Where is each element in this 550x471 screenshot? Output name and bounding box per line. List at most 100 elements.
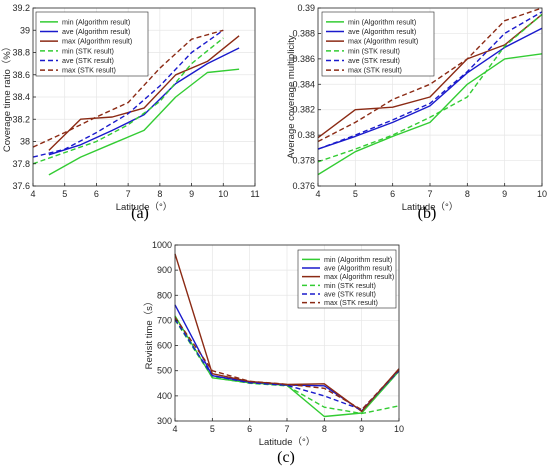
- chart-panel-2: 4 5 6 7 8 9 10 0.376 0.378 0.38 0.382 0.384 0.386 0.3…: [286, 3, 547, 222]
- series-line-3: [48, 35, 240, 151]
- legend-label: ave (Algorithm result): [348, 27, 416, 36]
- y-tick-label: 38.4: [12, 92, 30, 102]
- y-tick-label: 38: [20, 137, 30, 147]
- y-tick-label: 0.38: [297, 130, 315, 140]
- legend-label: min (STK result): [62, 46, 114, 55]
- series-line-4: [32, 37, 224, 165]
- series-group: [174, 253, 400, 418]
- panel-label: (c): [277, 449, 295, 466]
- y-tick-label: 37.6: [12, 181, 30, 191]
- y-tick-label: 600: [157, 341, 172, 351]
- legend-label: min (Algorithm result): [324, 255, 392, 264]
- series-line-6: [32, 29, 224, 148]
- series-line-2: [317, 27, 543, 150]
- y-tick-label: 700: [157, 315, 172, 325]
- panel-label: (b): [418, 205, 437, 222]
- legend-label: max (Algorithm result): [324, 272, 394, 281]
- y-tick-label: 39.2: [12, 3, 30, 13]
- legend-label: min (Algorithm result): [348, 17, 416, 26]
- legend-label: max (Algorithm result): [62, 37, 132, 46]
- legend-label: ave (STK result): [62, 56, 114, 65]
- y-tick-label: 37.8: [12, 159, 30, 169]
- legend-label: min (STK result): [348, 46, 400, 55]
- legend-label: ave (Algorithm result): [324, 264, 392, 273]
- panel-label: (a): [131, 205, 149, 222]
- y-tick-label: 0.384: [292, 79, 315, 89]
- x-tick-label: 9: [359, 424, 364, 434]
- x-tick-label: 4: [315, 189, 320, 199]
- x-tick-label: 10: [394, 424, 404, 434]
- x-tick-label: 6: [94, 189, 99, 199]
- y-tick-label: 400: [157, 391, 172, 401]
- series-line-5: [174, 318, 400, 411]
- legend-label: max (STK result): [348, 66, 402, 75]
- series-line-1: [48, 68, 240, 176]
- x-tick-label: 8: [322, 424, 327, 434]
- x-tick-label: 6: [247, 424, 252, 434]
- y-tick-label: 0.388: [292, 28, 315, 38]
- legend-box: [35, 11, 149, 77]
- x-tick-label: 6: [390, 189, 395, 199]
- x-axis-label: Latitude（°）: [402, 201, 459, 213]
- y-tick-label: 900: [157, 265, 172, 275]
- x-axis-label: Latitude（°）: [116, 201, 173, 213]
- legend-label: min (STK result): [324, 281, 376, 290]
- legend-label: ave (STK result): [348, 56, 400, 65]
- x-tick-label: 5: [210, 424, 215, 434]
- y-tick-label: 0.376: [292, 181, 315, 191]
- y-tick-label: 38.2: [12, 114, 30, 124]
- series-group: [32, 29, 240, 176]
- x-tick-label: 11: [250, 189, 259, 199]
- x-tick-label: 10: [537, 189, 547, 199]
- legend: min (Algorithm result)ave (Algorithm res…: [35, 11, 149, 77]
- y-tick-label: 39: [20, 25, 30, 35]
- y-tick-label: 0.382: [292, 105, 315, 115]
- series-group: [317, 7, 543, 176]
- x-tick-label: 10: [218, 189, 228, 199]
- x-tick-label: 8: [465, 189, 470, 199]
- series-line-1: [317, 53, 543, 176]
- legend-label: min (Algorithm result): [62, 17, 130, 26]
- series-line-3: [317, 13, 543, 139]
- legend-label: ave (STK result): [324, 290, 376, 299]
- y-tick-label: 0.378: [292, 156, 315, 166]
- y-tick-label: 38.6: [12, 70, 30, 80]
- x-tick-label: 8: [157, 189, 162, 199]
- y-tick-label: 0.39: [297, 3, 315, 13]
- chart-panel-3: 4 5 6 7 8 9 10 300 400 500 600 700 800 900 1000 Latitud…: [143, 240, 404, 466]
- series-line-4: [174, 319, 400, 415]
- x-tick-label: 7: [126, 189, 131, 199]
- y-axis-label: Average coverage multiplicity: [286, 35, 297, 159]
- ticks: 4 5 6 7 8 9 10 11 37.6 37.8 38 38.2 38.4 38.6 38.8 39 39…: [12, 3, 259, 199]
- ticks: 4 5 6 7 8 9 10 0.376 0.378 0.38 0.382 0.384 0.386 0.3…: [292, 3, 547, 199]
- series-line-2: [48, 47, 240, 156]
- y-tick-label: 500: [157, 366, 172, 376]
- x-tick-label: 4: [30, 189, 35, 199]
- x-tick-label: 5: [62, 189, 67, 199]
- y-tick-label: 1000: [152, 240, 172, 250]
- legend-label: ave (Algorithm result): [62, 27, 130, 36]
- x-tick-label: 4: [172, 424, 177, 434]
- chart-panel-1: 4 5 6 7 8 9 10 11 37.6 37.8 38 38.2 38.4 38.6 38.8 39 39…: [1, 3, 260, 222]
- series-line-6: [317, 7, 543, 143]
- x-tick-label: 9: [502, 189, 507, 199]
- series-line-4: [317, 13, 543, 163]
- legend-label: max (STK result): [324, 298, 378, 307]
- ticks: 4 5 6 7 8 9 10 300 400 500 600 700 800 900 1000: [152, 240, 404, 434]
- series-line-3: [174, 253, 400, 413]
- series-line-5: [317, 11, 543, 150]
- x-tick-label: 5: [353, 189, 358, 199]
- y-axis-label: Coverage time ratio（%）: [1, 42, 13, 152]
- legend: min (Algorithm result)ave (Algorithm res…: [321, 11, 435, 77]
- y-tick-label: 0.386: [292, 54, 315, 64]
- y-tick-label: 38.8: [12, 48, 30, 58]
- series-line-5: [32, 29, 224, 158]
- x-axis-label: Latitude（°）: [259, 436, 316, 448]
- legend-label: max (Algorithm result): [348, 37, 418, 46]
- legend-box: [321, 11, 435, 77]
- y-tick-label: 800: [157, 290, 172, 300]
- series-line-6: [174, 316, 400, 411]
- y-axis-label: Revisit time（s）: [143, 297, 155, 370]
- y-tick-label: 300: [157, 416, 172, 426]
